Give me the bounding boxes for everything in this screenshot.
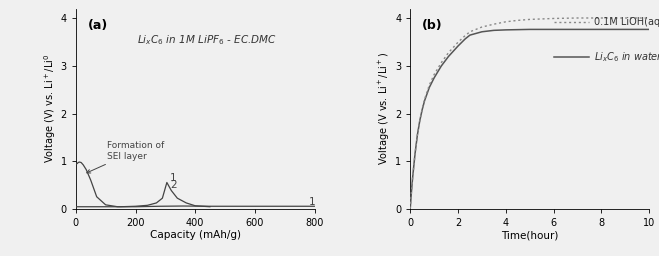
- Text: (a): (a): [88, 19, 108, 32]
- Text: Li$_x$C$_6$ in 1M LiPF$_6$ - EC.DMC: Li$_x$C$_6$ in 1M LiPF$_6$ - EC.DMC: [137, 33, 277, 47]
- Text: 2: 2: [170, 180, 177, 190]
- Y-axis label: Voltage (V vs. Li$^+$/Li$^+$): Voltage (V vs. Li$^+$/Li$^+$): [377, 52, 392, 165]
- Y-axis label: Voltage (V) vs. Li$^+$/Li$^0$: Voltage (V) vs. Li$^+$/Li$^0$: [42, 54, 58, 163]
- Text: Formation of
SEI layer: Formation of SEI layer: [87, 141, 164, 173]
- Text: 1: 1: [170, 173, 177, 183]
- Text: 1: 1: [308, 197, 315, 207]
- X-axis label: Time(hour): Time(hour): [501, 230, 558, 240]
- Text: (b): (b): [422, 19, 443, 32]
- Text: Li$_x$C$_6$ in water: Li$_x$C$_6$ in water: [594, 50, 659, 64]
- X-axis label: Capacity (mAh/g): Capacity (mAh/g): [150, 230, 241, 240]
- Text: 0.1M LiOH(aq): 0.1M LiOH(aq): [594, 17, 659, 27]
